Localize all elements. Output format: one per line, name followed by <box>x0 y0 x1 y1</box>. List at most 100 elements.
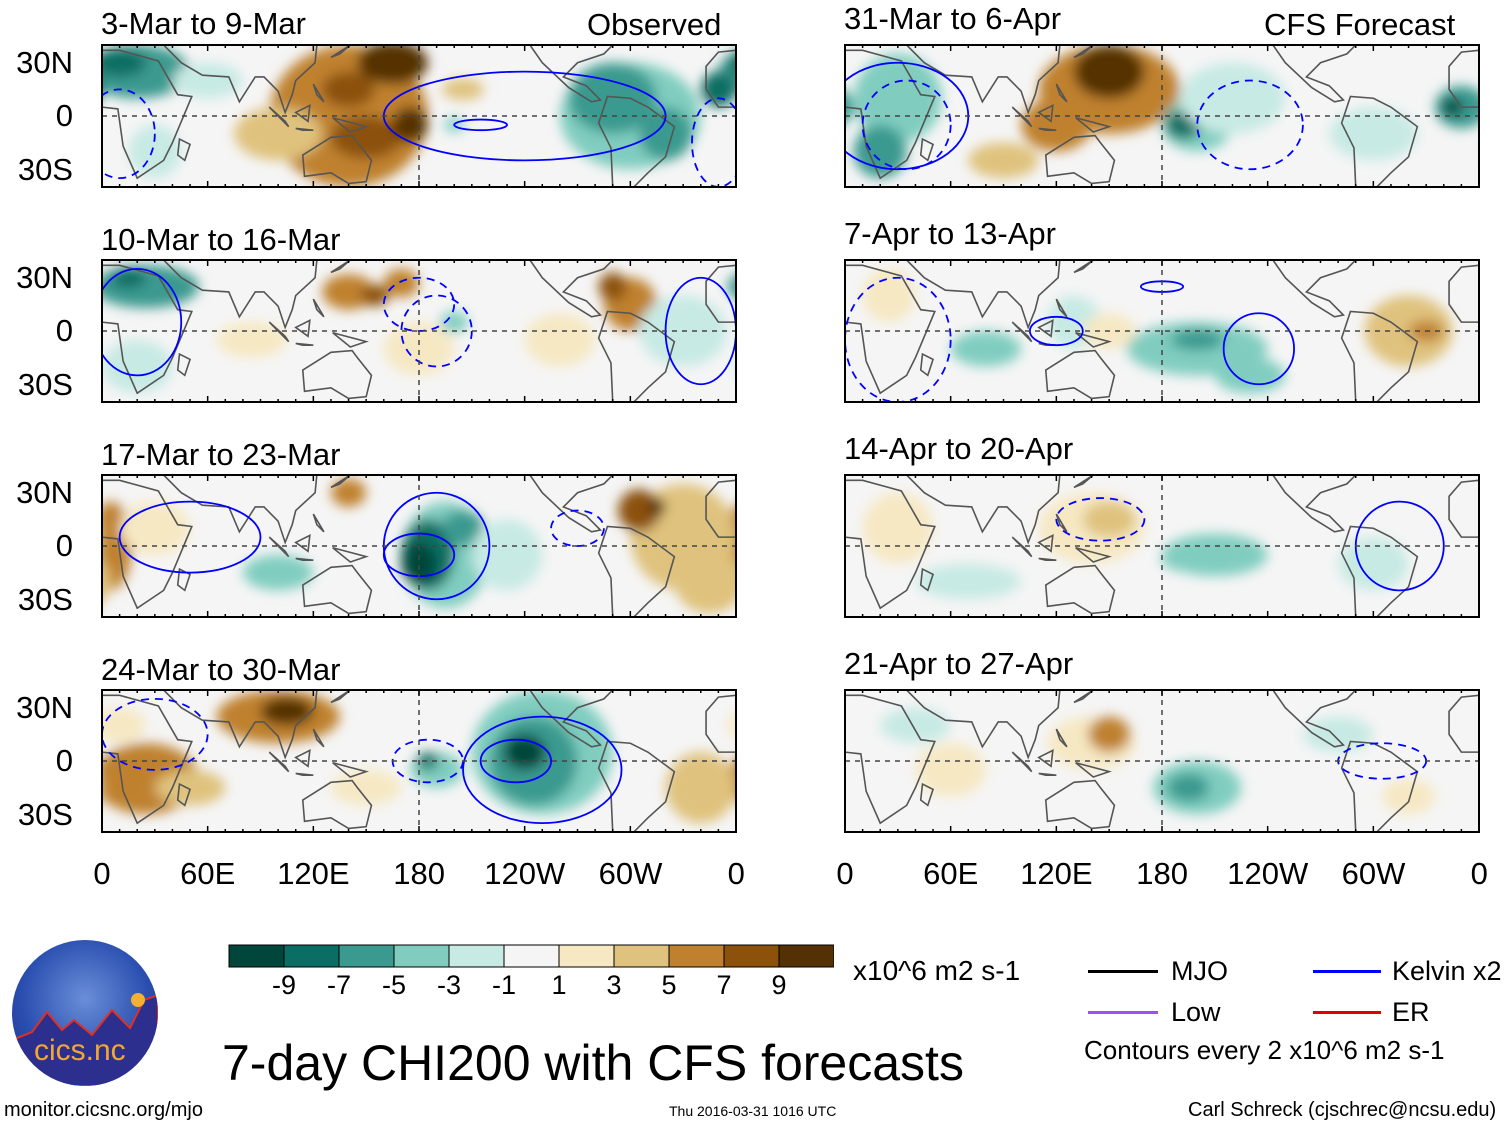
coastline <box>528 260 614 318</box>
coastline <box>1075 762 1112 778</box>
coastline <box>1271 45 1357 103</box>
coastline <box>332 762 369 778</box>
coastline <box>1340 310 1419 402</box>
coastline <box>162 45 318 115</box>
colorbar-label: 1 <box>551 970 567 1000</box>
colorbar-swatch <box>558 944 615 968</box>
coastline <box>528 45 614 103</box>
panel-title: 10-Mar to 16-Mar <box>101 222 341 257</box>
coastline <box>330 475 351 489</box>
lon-label: 60W <box>1341 856 1406 891</box>
anomaly-region <box>401 542 437 586</box>
panel-title: 31-Mar to 6-Apr <box>844 1 1062 36</box>
anomaly-region <box>1082 501 1136 538</box>
kelvin-contour <box>102 88 156 180</box>
panel-title: 3-Mar to 9-Mar <box>101 6 306 41</box>
coastline <box>176 137 192 162</box>
colorbar-swatch <box>393 944 450 968</box>
anomaly-region <box>1214 357 1286 394</box>
anomaly-region <box>154 769 226 806</box>
lon-label: 0 <box>727 856 745 891</box>
anomaly-region <box>915 563 1022 600</box>
coastline <box>1038 127 1057 131</box>
anomaly-region <box>383 322 455 376</box>
colorbar-label: -3 <box>436 970 462 1000</box>
coastline <box>1448 694 1479 753</box>
coastline <box>332 332 369 348</box>
anomaly-region <box>862 268 916 323</box>
coastline <box>1075 332 1112 348</box>
kelvin-contour <box>861 79 952 171</box>
logo-mountains-icon <box>12 993 158 1086</box>
anomaly-region <box>1442 98 1464 116</box>
colorbar-label: 3 <box>606 970 622 1000</box>
kelvin-contour <box>1055 497 1146 542</box>
colorbar-label: -1 <box>491 970 517 1000</box>
kelvin-contour <box>1222 312 1295 386</box>
coastline <box>1271 690 1357 748</box>
coastline <box>905 475 1061 545</box>
map-panel <box>101 259 737 403</box>
kelvin-contour <box>479 738 552 784</box>
coastline <box>268 751 290 773</box>
coastline <box>705 264 736 323</box>
coastline <box>301 349 373 400</box>
coastline <box>301 134 373 185</box>
panel-title: 24-Mar to 30-Mar <box>101 652 341 687</box>
colorbar-label: 9 <box>771 970 787 1000</box>
panel-frame <box>844 474 1480 618</box>
coastline <box>1073 690 1094 704</box>
kelvin-contour <box>845 276 952 402</box>
kelvin-contour <box>453 118 508 132</box>
cics-logo: cics.nc <box>12 940 158 1086</box>
lat-label: 0 <box>55 528 73 563</box>
anomaly-region <box>322 71 375 108</box>
coastline <box>905 690 1061 760</box>
lat-label: 0 <box>55 313 73 348</box>
colorbar-label: -5 <box>381 970 407 1000</box>
coastline <box>294 748 311 768</box>
coastline <box>102 49 193 180</box>
panel-frame <box>101 689 737 833</box>
lat-label: 30S <box>17 152 73 187</box>
footer-url[interactable]: monitor.cicsnc.org/mjo <box>4 1099 203 1121</box>
colorbar-swatch <box>668 944 725 968</box>
coastline <box>1340 740 1419 832</box>
anomaly-region <box>727 274 736 299</box>
lat-label: 30S <box>17 582 73 617</box>
panel-frame <box>844 689 1480 833</box>
anomaly-region <box>102 48 147 77</box>
coastline <box>268 536 290 558</box>
map-panel <box>844 259 1480 403</box>
lat-label: 30N <box>16 690 73 725</box>
logo-text: cics.nc <box>34 1034 126 1067</box>
kelvin-contour <box>400 294 473 368</box>
coastline <box>295 342 314 346</box>
lon-label: 180 <box>1136 856 1188 891</box>
coastline <box>301 779 373 830</box>
coastline <box>1055 83 1068 103</box>
coastline <box>705 694 736 753</box>
panel-title: 21-Apr to 27-Apr <box>844 646 1074 681</box>
anomaly-region <box>128 124 182 179</box>
lat-label: 30N <box>16 45 73 80</box>
coastline <box>332 117 369 133</box>
anomaly-region <box>471 519 543 591</box>
anomaly-region <box>441 510 485 546</box>
panel-frame <box>101 44 737 188</box>
coastline <box>597 525 676 617</box>
coastline <box>312 728 325 748</box>
coastline <box>1011 536 1033 558</box>
coastline <box>268 106 290 128</box>
kelvin-contour <box>118 500 262 574</box>
anomaly-region <box>674 549 736 614</box>
coastline <box>905 45 1061 115</box>
coastline <box>1011 106 1033 128</box>
panel-frame <box>101 259 737 403</box>
coastline <box>1044 779 1116 830</box>
map-panel <box>844 44 1480 188</box>
anomaly-region <box>1021 98 1092 152</box>
coastline <box>102 479 193 610</box>
legend-label: Low <box>1171 997 1221 1027</box>
coastline <box>1055 298 1068 318</box>
